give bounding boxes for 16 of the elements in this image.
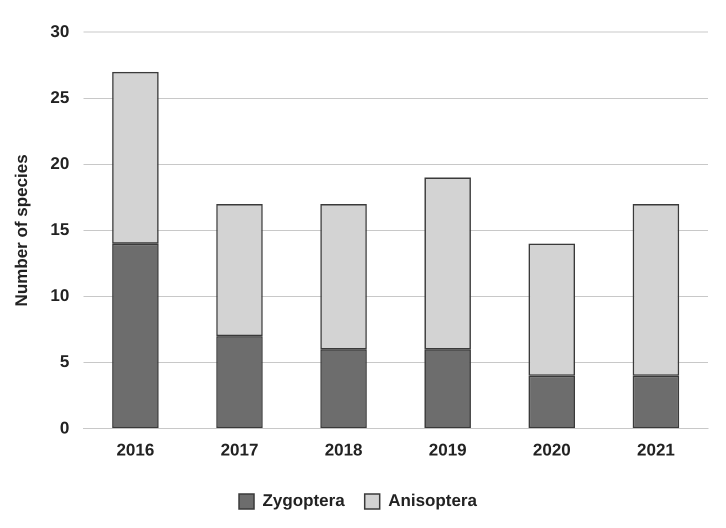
legend-label: Anisoptera <box>388 491 478 510</box>
y-tick-label: 20 <box>50 154 70 174</box>
y-tick-label: 5 <box>60 352 70 372</box>
x-tick-label: 2021 <box>637 440 675 460</box>
y-tick-label: 15 <box>50 220 70 240</box>
x-tick-label: 2020 <box>532 440 571 460</box>
y-tick-label: 25 <box>50 88 70 107</box>
x-tick-label: 2018 <box>324 440 363 460</box>
y-tick-label: 30 <box>50 22 70 41</box>
legend-label: Zygoptera <box>262 491 346 510</box>
y-axis-title: Number of species <box>12 154 31 306</box>
y-tick-label: 10 <box>50 286 70 306</box>
x-tick-label: 2016 <box>116 440 154 460</box>
x-tick-label: 2017 <box>220 440 258 460</box>
x-tick-label: 2019 <box>428 440 467 460</box>
y-tick-label: 0 <box>60 418 70 438</box>
